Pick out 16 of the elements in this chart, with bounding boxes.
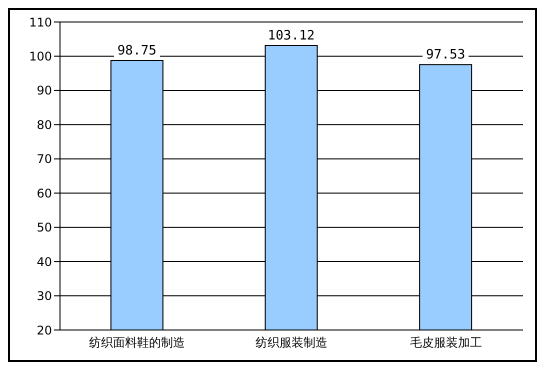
y-tick-label: 20 — [36, 323, 52, 338]
y-tick-label: 60 — [36, 186, 52, 200]
x-tick-label: 纺织服装制造 — [256, 336, 328, 350]
y-tick-label: 90 — [36, 84, 52, 98]
x-tick-label: 毛皮服装加工 — [410, 336, 482, 350]
y-tick-label: 50 — [36, 220, 52, 235]
y-tick-label: 80 — [36, 118, 52, 132]
data-label: 97.53 — [426, 48, 466, 63]
y-tick-label: 70 — [36, 152, 52, 166]
y-tick-label: 110 — [29, 15, 52, 30]
y-tick-label: 30 — [36, 289, 52, 304]
y-tick-label: 40 — [36, 254, 52, 269]
data-label: 98.75 — [117, 44, 156, 58]
y-tick-label: 100 — [29, 49, 52, 64]
x-tick-label: 纺织面料鞋的制造 — [89, 336, 186, 350]
data-label: 103.12 — [268, 28, 315, 44]
